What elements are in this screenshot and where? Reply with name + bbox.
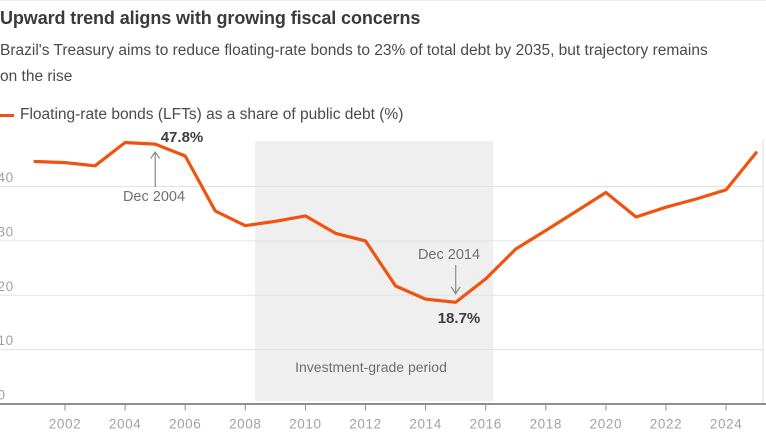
legend: Floating-rate bonds (LFTs) as a share of…: [0, 106, 766, 124]
chart-subtitle: Brazil's Treasury aims to reduce floatin…: [0, 42, 708, 85]
trough-arrow-down-icon: [450, 265, 461, 295]
x-tick-label: 2008: [229, 417, 261, 432]
y-tick-label: 0: [0, 388, 6, 403]
x-tick-label: 2020: [590, 417, 622, 432]
chart-page: Upward trend aligns with growing fiscal …: [0, 6, 766, 446]
line-chart: 2002 2004 2006 2008 2010 2012 2014 2016 2018 2020…: [0, 129, 766, 432]
legend-line-swatch: [0, 113, 14, 117]
x-tick-label: 2024: [710, 417, 742, 432]
y-tick-label: 30: [0, 224, 14, 239]
y-tick-label: 40: [0, 170, 14, 185]
lft-share-line: [33, 140, 758, 304]
x-tick-label: 2014: [409, 417, 441, 432]
trough-value-label: 18.7%: [438, 310, 481, 327]
band-label: Investment-grade period: [295, 359, 447, 375]
x-tick-label: 2010: [289, 417, 321, 432]
y-tick-label: 10: [0, 333, 14, 348]
investment-grade-band: [255, 141, 494, 401]
x-tick-label: 2004: [109, 417, 141, 432]
page-title: Upward trend aligns with growing fiscal …: [0, 8, 421, 28]
trough-date-label: Dec 2014: [418, 247, 480, 263]
x-tick-label: 2012: [349, 417, 381, 432]
legend-label: Floating-rate bonds (LFTs) as a share of…: [20, 106, 404, 123]
peak-date-label: Dec 2004: [123, 189, 185, 205]
peak-arrow-up-icon: [150, 150, 161, 187]
x-tick-label: 2002: [49, 417, 81, 432]
x-tick-label: 2018: [530, 417, 562, 432]
y-tick-label: 20: [0, 279, 14, 294]
x-tick-label: 2006: [169, 417, 201, 432]
x-tick-label: 2016: [469, 417, 501, 432]
x-tick-label: 2022: [650, 417, 682, 432]
peak-value-label: 47.8%: [161, 129, 204, 146]
